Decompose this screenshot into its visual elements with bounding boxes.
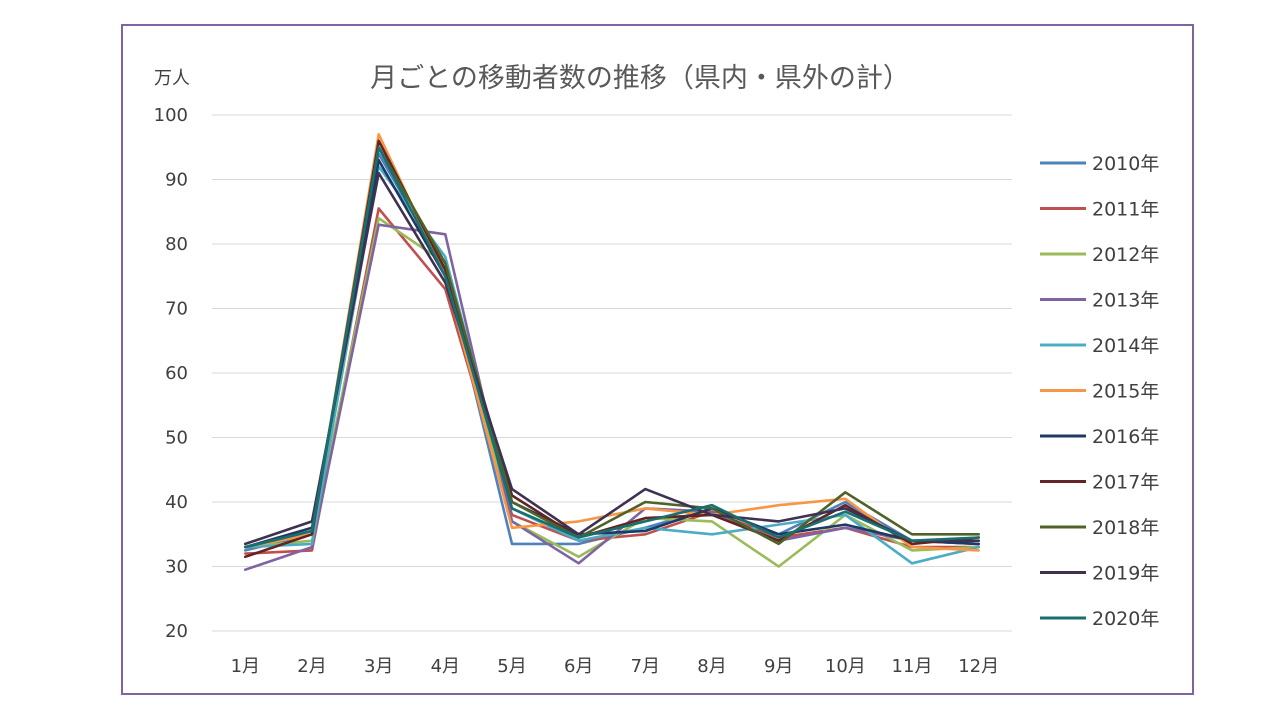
y-axis-unit-label: 万人 — [154, 68, 190, 89]
series-line-2019年 — [244, 171, 981, 546]
series-line-2010年 — [244, 152, 981, 552]
x-axis-ticks: 1月 2月 3月 4月 5月 6月 7月 8月 9月 10月 11月 12月 — [231, 656, 1000, 677]
chart-title: 月ごとの移動者数の推移（県内・県外の計） — [370, 63, 910, 94]
legend-label: 2011年 — [1092, 199, 1159, 221]
x-tick-label: 5月 — [497, 656, 526, 677]
x-tick-label: 7月 — [631, 656, 660, 677]
legend-label: 2014年 — [1092, 335, 1159, 357]
legend-item: 2010年 — [1040, 153, 1159, 175]
y-axis-ticks: 100 90 80 70 60 50 40 30 20 — [154, 105, 188, 642]
series-line-2017年 — [244, 139, 981, 559]
y-tick-label: 70 — [165, 299, 188, 320]
legend: 2010年 2011年 2012年 2013年 2014年 2015年 2016年 2017年… — [1040, 153, 1159, 630]
legend-label: 2019年 — [1092, 563, 1159, 585]
y-tick-label: 90 — [165, 170, 188, 191]
y-tick-label: 30 — [165, 557, 188, 578]
legend-label: 2018年 — [1092, 517, 1159, 539]
legend-item: 2017年 — [1040, 472, 1159, 494]
x-tick-label: 3月 — [364, 656, 393, 677]
legend-label: 2010年 — [1092, 153, 1159, 175]
legend-label: 2016年 — [1092, 426, 1159, 448]
x-tick-label: 10月 — [825, 656, 866, 677]
series-lines — [244, 133, 981, 572]
legend-item: 2012年 — [1040, 244, 1159, 266]
legend-item: 2015年 — [1040, 381, 1159, 403]
x-tick-label: 8月 — [697, 656, 726, 677]
y-tick-label: 20 — [165, 621, 188, 642]
legend-item: 2016年 — [1040, 426, 1159, 448]
legend-label: 2013年 — [1092, 290, 1159, 312]
x-tick-label: 2月 — [297, 656, 326, 677]
legend-label: 2020年 — [1092, 608, 1159, 630]
y-tick-label: 80 — [165, 234, 188, 255]
legend-item: 2019年 — [1040, 563, 1159, 585]
series-line-2018年 — [244, 146, 981, 549]
legend-label: 2017年 — [1092, 472, 1159, 494]
legend-label: 2015年 — [1092, 381, 1159, 403]
series-line-2020年 — [244, 146, 981, 549]
y-tick-label: 50 — [165, 428, 188, 449]
series-line-2014年 — [244, 165, 981, 565]
legend-item: 2018年 — [1040, 517, 1159, 539]
x-tick-label: 11月 — [892, 656, 933, 677]
legend-item: 2020年 — [1040, 608, 1159, 630]
x-tick-label: 9月 — [764, 656, 793, 677]
x-tick-label: 1月 — [231, 656, 260, 677]
series-line-2013年 — [244, 223, 981, 572]
legend-item: 2014年 — [1040, 335, 1159, 357]
y-tick-label: 60 — [165, 363, 188, 384]
chart-frame — [121, 24, 1194, 695]
gridlines — [212, 114, 1012, 632]
legend-item: 2013年 — [1040, 290, 1159, 312]
legend-item: 2011年 — [1040, 199, 1159, 221]
legend-label: 2012年 — [1092, 244, 1159, 266]
x-tick-label: 6月 — [564, 656, 593, 677]
y-tick-label: 40 — [165, 492, 188, 513]
y-tick-label: 100 — [154, 105, 188, 126]
series-line-2016年 — [244, 158, 981, 549]
x-tick-label: 12月 — [958, 656, 999, 677]
x-tick-label: 4月 — [431, 656, 460, 677]
